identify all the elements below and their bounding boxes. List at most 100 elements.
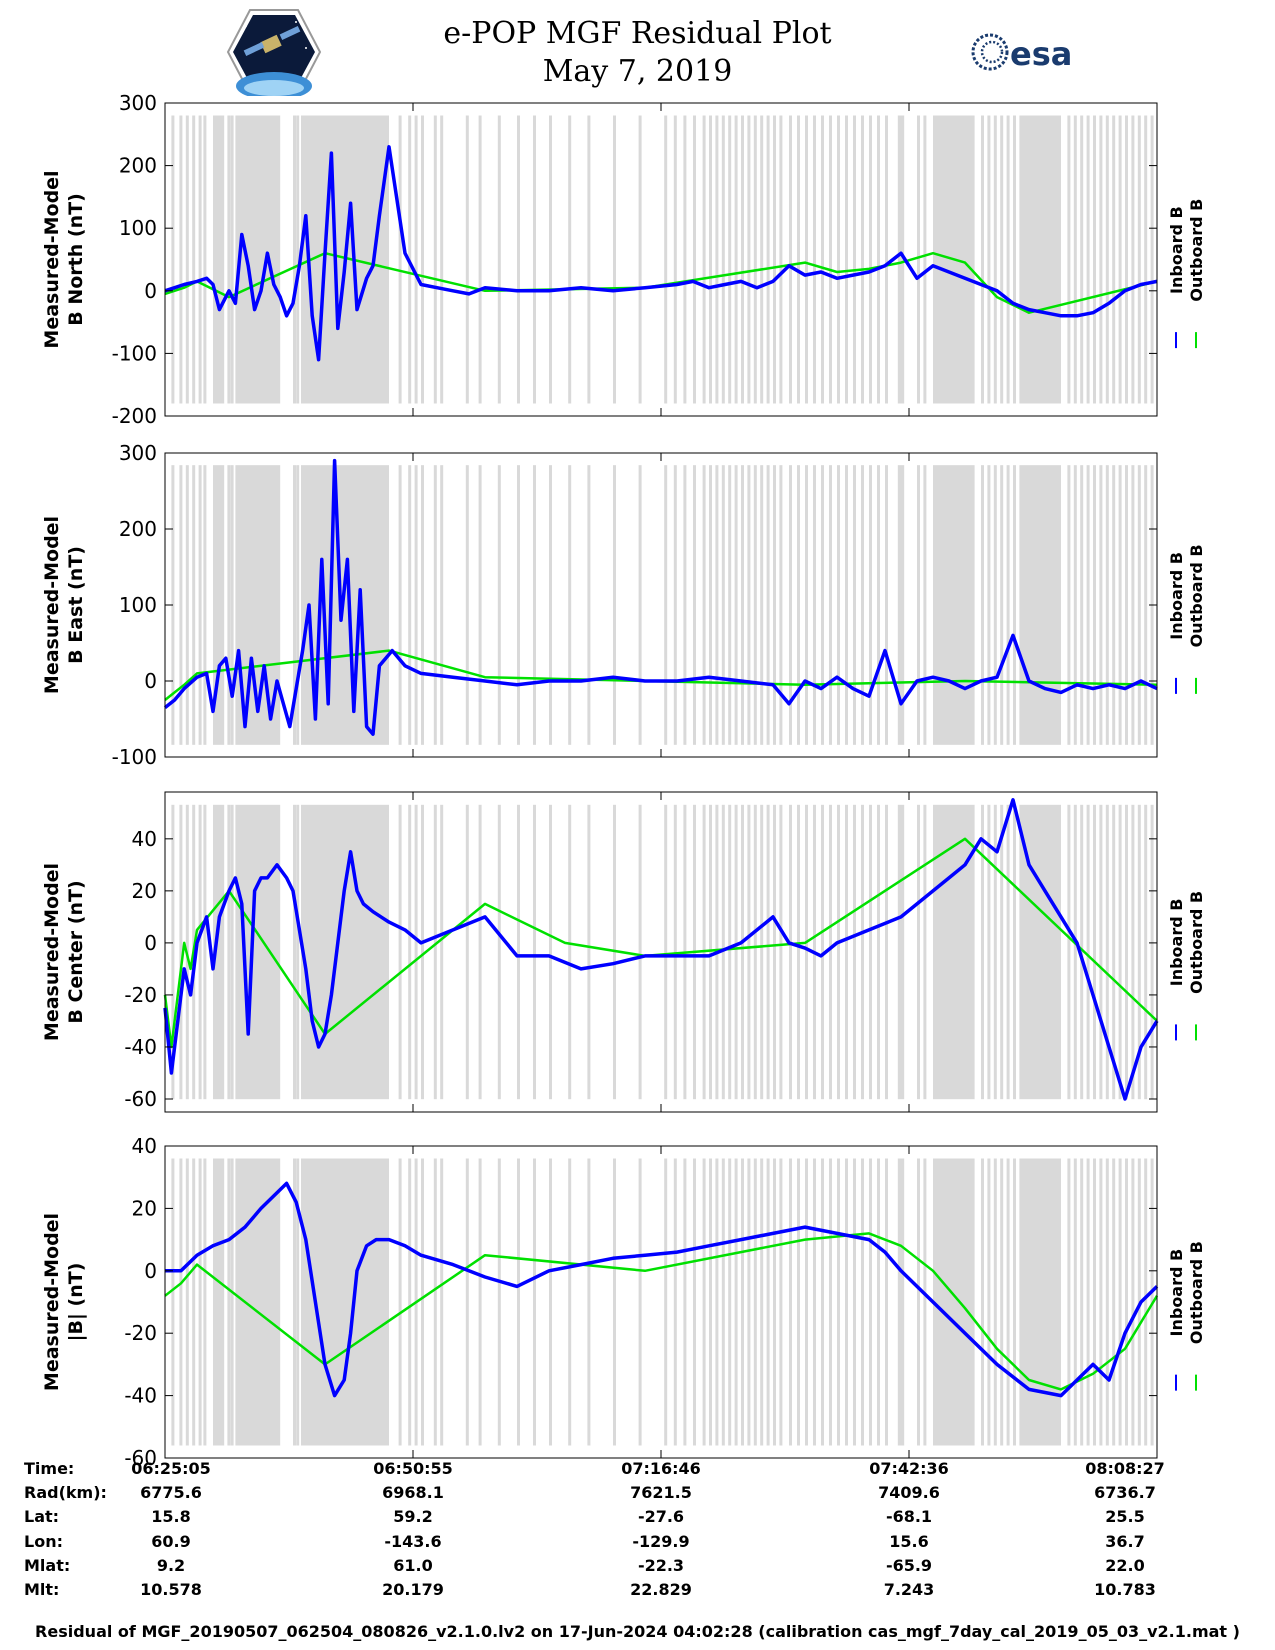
data-gap-line [721,1158,725,1446]
orbit-value: -68.1 [885,1507,933,1526]
data-gap-line [1000,115,1004,404]
data-gap-line [433,1158,437,1446]
data-gap-line [1067,465,1071,745]
data-gap-line [993,804,997,1100]
y-axis-label: Measured-Model [41,516,63,694]
data-gap-line [734,115,738,404]
data-gap-region [235,804,281,1100]
orbit-value: 15.6 [889,1532,929,1551]
data-gap-line [877,804,880,1100]
data-gap-line [673,465,677,745]
y-tick-label: -20 [124,983,157,1007]
orbit-value: -65.9 [885,1556,933,1575]
data-gap-line [1118,1158,1122,1446]
panel-2: -100 0 100 200 300 Measured-Model B East (nT) I… [41,441,1206,769]
data-gap-line [465,1158,469,1446]
data-gap-line [821,115,824,404]
data-gap-line [721,804,725,1100]
y-tick-label: -100 [112,745,157,769]
data-gap-line [664,115,668,404]
data-gap-line [1000,1158,1004,1446]
data-gap-line [837,465,840,745]
data-gap-line [587,465,591,745]
y-axis-label: Measured-Model [41,1213,63,1391]
data-gap-line [1006,804,1010,1100]
inboard-series-line [163,458,1158,736]
data-gap-line [829,465,832,745]
data-gap-line [1073,465,1077,745]
data-gap-line [917,115,920,404]
orbit-row-label: Mlat: [24,1556,71,1575]
orbit-value: 20.179 [382,1580,444,1599]
data-gap-line [398,465,402,745]
y-tick-label: 300 [119,91,157,115]
data-gap-line [1150,804,1154,1100]
data-gap-line [465,804,469,1100]
data-gap-line [1105,115,1109,404]
data-gap-line [829,1158,832,1446]
data-gap-line [293,1158,296,1446]
y-tick-label: 40 [132,827,157,851]
data-gap-line [923,115,927,404]
data-gap-line [797,804,800,1100]
data-gap-line [568,465,572,745]
data-gap-line [981,1158,984,1446]
y-axis-label: B Center (nT) [65,880,87,1023]
data-gap-line [1118,115,1122,404]
data-gap-line [293,115,296,404]
data-gap-line [408,804,412,1100]
orbit-value: -129.9 [632,1532,690,1551]
inboard-series-line [165,1181,1159,1398]
data-gap-line [693,1158,696,1446]
orbit-value: 59.2 [393,1507,433,1526]
data-gap-region [1019,465,1061,745]
data-gap-line [203,804,207,1100]
y-tick-label: 0 [144,669,157,693]
data-gap-line [693,465,696,745]
data-gap-line [753,115,757,404]
data-gap-line [549,1158,552,1446]
data-gap-line [741,465,744,745]
data-gap-line [789,1158,792,1446]
data-gap-line [702,1158,706,1446]
data-gap-line [917,804,920,1100]
data-gap-region [933,1158,975,1446]
data-gap-line [549,465,552,745]
data-gap-line [587,115,591,404]
data-gap-line [715,1158,719,1446]
orbit-value: 60.9 [151,1532,191,1551]
data-gap-line [1118,804,1122,1100]
data-gap-line [497,465,501,745]
data-gap-line [1013,465,1016,745]
data-gap-line [845,1158,848,1446]
data-gap-line [198,115,202,404]
data-gap-line [293,465,296,745]
legend-inboard-label: Inboard B [1167,552,1186,640]
data-gap-line [421,115,424,404]
y-tick-label: 0 [144,279,157,303]
data-gap-line [227,115,231,404]
data-gap-line [1131,115,1135,404]
data-gap-line [923,804,927,1100]
y-tick-label: 0 [144,931,157,955]
data-gap-line [517,465,520,745]
data-gap-line [497,115,501,404]
cassiope-badge-logo [226,9,322,96]
data-gap-line [715,465,719,745]
data-gap-line [1105,1158,1109,1446]
data-gap-line [789,115,792,404]
data-gap-line [1105,465,1109,745]
data-gap-line [877,1158,880,1446]
data-gap-line [766,1158,770,1446]
data-gap-line [747,465,751,745]
data-gap-line [845,465,848,745]
orbit-value: 7621.5 [630,1483,692,1502]
orbit-value: 10.578 [140,1580,202,1599]
orbit-value: 6736.7 [1094,1483,1156,1502]
data-gap-line [408,465,412,745]
data-gap-line [747,115,751,404]
data-gap-line [805,115,808,404]
data-gap-line [1013,115,1016,404]
panel-3: -60 -40 -20 0 20 40 Measured-Model B Center (nT… [41,791,1206,1113]
data-gap-line [296,115,300,404]
